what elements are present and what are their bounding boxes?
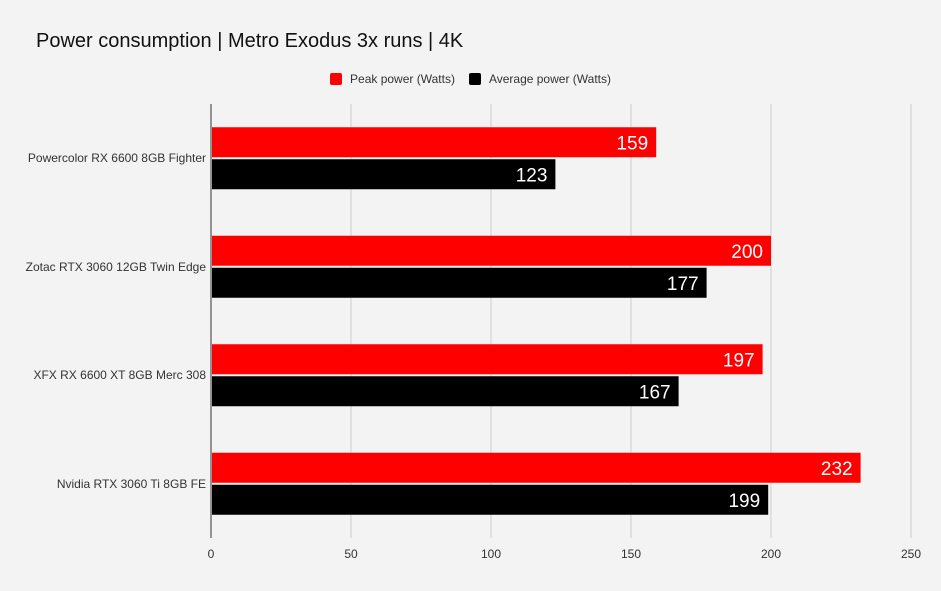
bar [212, 267, 707, 298]
legend: Peak power (Watts) Average power (Watts) [0, 72, 941, 86]
data-label: 177 [667, 274, 699, 295]
bar [212, 452, 861, 483]
data-label: 123 [516, 165, 548, 186]
x-tick-label: 200 [761, 547, 781, 561]
bar [212, 376, 679, 407]
legend-swatch-peak [330, 73, 343, 85]
legend-label-peak: Peak power (Watts) [350, 72, 455, 86]
legend-swatch-average [468, 73, 481, 85]
y-tick-label: XFX RX 6600 XT 8GB Merc 308 [33, 368, 206, 383]
legend-item-average: Average power (Watts) [468, 72, 611, 86]
legend-label-average: Average power (Watts) [488, 72, 611, 86]
y-tick-label: Nvidia RTX 3060 Ti 8GB FE [56, 476, 206, 491]
y-tick-label: Powercolor RX 6600 8GB Fighter [27, 151, 206, 166]
x-tick-label: 0 [208, 547, 215, 561]
bar [212, 344, 763, 375]
bar [212, 235, 771, 266]
data-label: 232 [821, 459, 853, 480]
bar [212, 484, 769, 515]
data-label: 197 [723, 350, 755, 371]
data-label: 159 [616, 133, 648, 154]
data-label: 167 [639, 382, 671, 403]
legend-item-peak: Peak power (Watts) [330, 72, 455, 86]
x-tick-label: 100 [481, 547, 501, 561]
bar [212, 127, 657, 158]
bar [212, 159, 556, 190]
data-label: 199 [728, 491, 760, 512]
y-tick-label: Zotac RTX 3060 12GB Twin Edge [25, 259, 206, 274]
x-tick-label: 50 [344, 547, 358, 561]
x-tick-label: 250 [901, 547, 921, 561]
x-tick-label: 150 [621, 547, 641, 561]
chart-title: Power consumption | Metro Exodus 3x runs… [36, 30, 464, 52]
data-label: 200 [731, 242, 763, 263]
